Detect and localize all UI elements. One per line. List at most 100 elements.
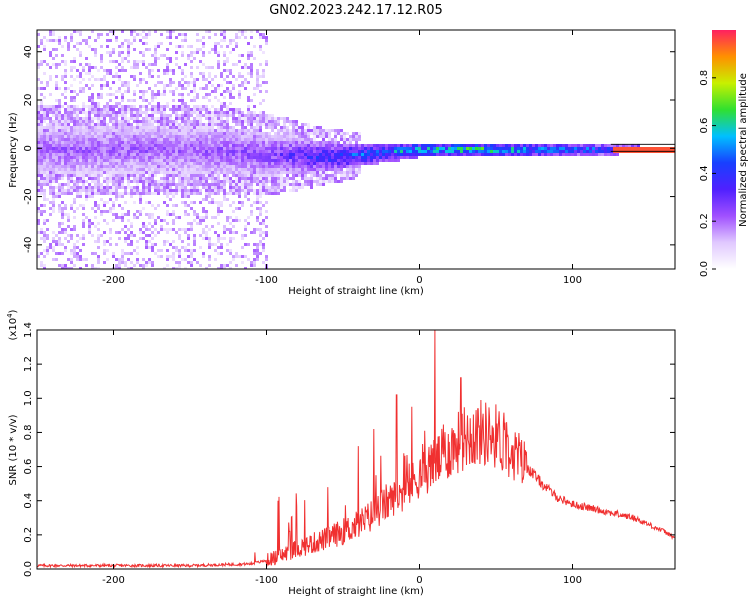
heatmap-cell (118, 237, 121, 240)
heatmap-cell (196, 153, 199, 156)
heatmap-cell (142, 225, 145, 228)
heatmap-cell (235, 168, 238, 171)
heatmap-cell (316, 147, 319, 150)
heatmap-cell (220, 156, 223, 159)
heatmap-cell (481, 147, 484, 150)
heatmap-cell (70, 234, 73, 237)
heatmap-cell (160, 132, 163, 135)
heatmap-cell (310, 147, 313, 150)
heatmap-cell (130, 240, 133, 243)
heatmap-cell (76, 126, 79, 129)
heatmap-cell (217, 189, 220, 192)
heatmap-cell (100, 123, 103, 126)
heatmap-cell (64, 183, 67, 186)
heatmap-cell (319, 150, 322, 153)
heatmap-cell (130, 108, 133, 111)
heatmap-cell (43, 255, 46, 258)
heatmap-cell (112, 165, 115, 168)
heatmap-cell (76, 138, 79, 141)
heatmap-cell (262, 192, 265, 195)
heatmap-cell (262, 147, 265, 150)
heatmap-cell (178, 123, 181, 126)
heatmap-cell (283, 177, 286, 180)
heatmap-cell (514, 144, 517, 147)
heatmap-cell (184, 129, 187, 132)
heatmap-cell (181, 123, 184, 126)
heatmap-cell (253, 147, 256, 150)
heatmap-cell (76, 246, 79, 249)
heatmap-cell (220, 153, 223, 156)
heatmap-cell (295, 165, 298, 168)
heatmap-cell (409, 147, 412, 150)
heatmap-cell (43, 45, 46, 48)
heatmap-cell (70, 150, 73, 153)
heatmap-cell (115, 180, 118, 183)
heatmap-cell (88, 192, 91, 195)
heatmap-cell (91, 102, 94, 105)
heatmap-cell (217, 162, 220, 165)
heatmap-cell (610, 144, 613, 147)
heatmap-cell (337, 132, 340, 135)
heatmap-cell (37, 219, 40, 222)
heatmap-cell (49, 30, 52, 33)
heatmap-cell (91, 96, 94, 99)
heatmap-cell (196, 168, 199, 171)
heatmap-cell (217, 42, 220, 45)
heatmap-cell (196, 141, 199, 144)
heatmap-cell (538, 153, 541, 156)
heatmap-cell (115, 105, 118, 108)
heatmap-cell (247, 183, 250, 186)
heatmap-cell (211, 243, 214, 246)
heatmap-cell (88, 123, 91, 126)
heatmap-cell (241, 186, 244, 189)
heatmap-cell (166, 171, 169, 174)
heatmap-cell (229, 150, 232, 153)
heatmap-cell (103, 159, 106, 162)
heatmap-cell (235, 129, 238, 132)
heatmap-cell (130, 126, 133, 129)
heatmap-cell (70, 189, 73, 192)
heatmap-cell (169, 198, 172, 201)
heatmap-cell (139, 162, 142, 165)
heatmap-cell (76, 207, 79, 210)
heatmap-cell (487, 150, 490, 153)
heatmap-cell (109, 126, 112, 129)
heatmap-cell (229, 96, 232, 99)
heatmap-cell (70, 132, 73, 135)
heatmap-cell (37, 138, 40, 141)
heatmap-cell (223, 162, 226, 165)
heatmap-cell (97, 93, 100, 96)
heatmap-cell (226, 165, 229, 168)
heatmap-cell (106, 69, 109, 72)
heatmap-cell (136, 129, 139, 132)
heatmap-cell (49, 174, 52, 177)
heatmap-cell (268, 180, 271, 183)
heatmap-cell (64, 81, 67, 84)
heatmap-cell (115, 72, 118, 75)
heatmap-cell (205, 135, 208, 138)
heatmap-cell (139, 165, 142, 168)
heatmap-cell (118, 156, 121, 159)
heatmap-cell (274, 144, 277, 147)
heatmap-cell (136, 168, 139, 171)
heatmap-cell (220, 75, 223, 78)
heatmap-cell (280, 135, 283, 138)
heatmap-cell (253, 141, 256, 144)
heatmap-cell (283, 189, 286, 192)
heatmap-cell (109, 51, 112, 54)
heatmap-cell (106, 129, 109, 132)
heatmap-cell (343, 174, 346, 177)
heatmap-cell (265, 258, 268, 261)
heatmap-cell (178, 33, 181, 36)
heatmap-cell (334, 174, 337, 177)
heatmap-cell (235, 153, 238, 156)
heatmap-cell (220, 150, 223, 153)
heatmap-cell (37, 165, 40, 168)
heatmap-cell (133, 201, 136, 204)
heatmap-cell (262, 174, 265, 177)
heatmap-cell (130, 42, 133, 45)
heatmap-cell (361, 162, 364, 165)
heatmap-cell (217, 108, 220, 111)
heatmap-cell (316, 132, 319, 135)
heatmap-cell (313, 180, 316, 183)
